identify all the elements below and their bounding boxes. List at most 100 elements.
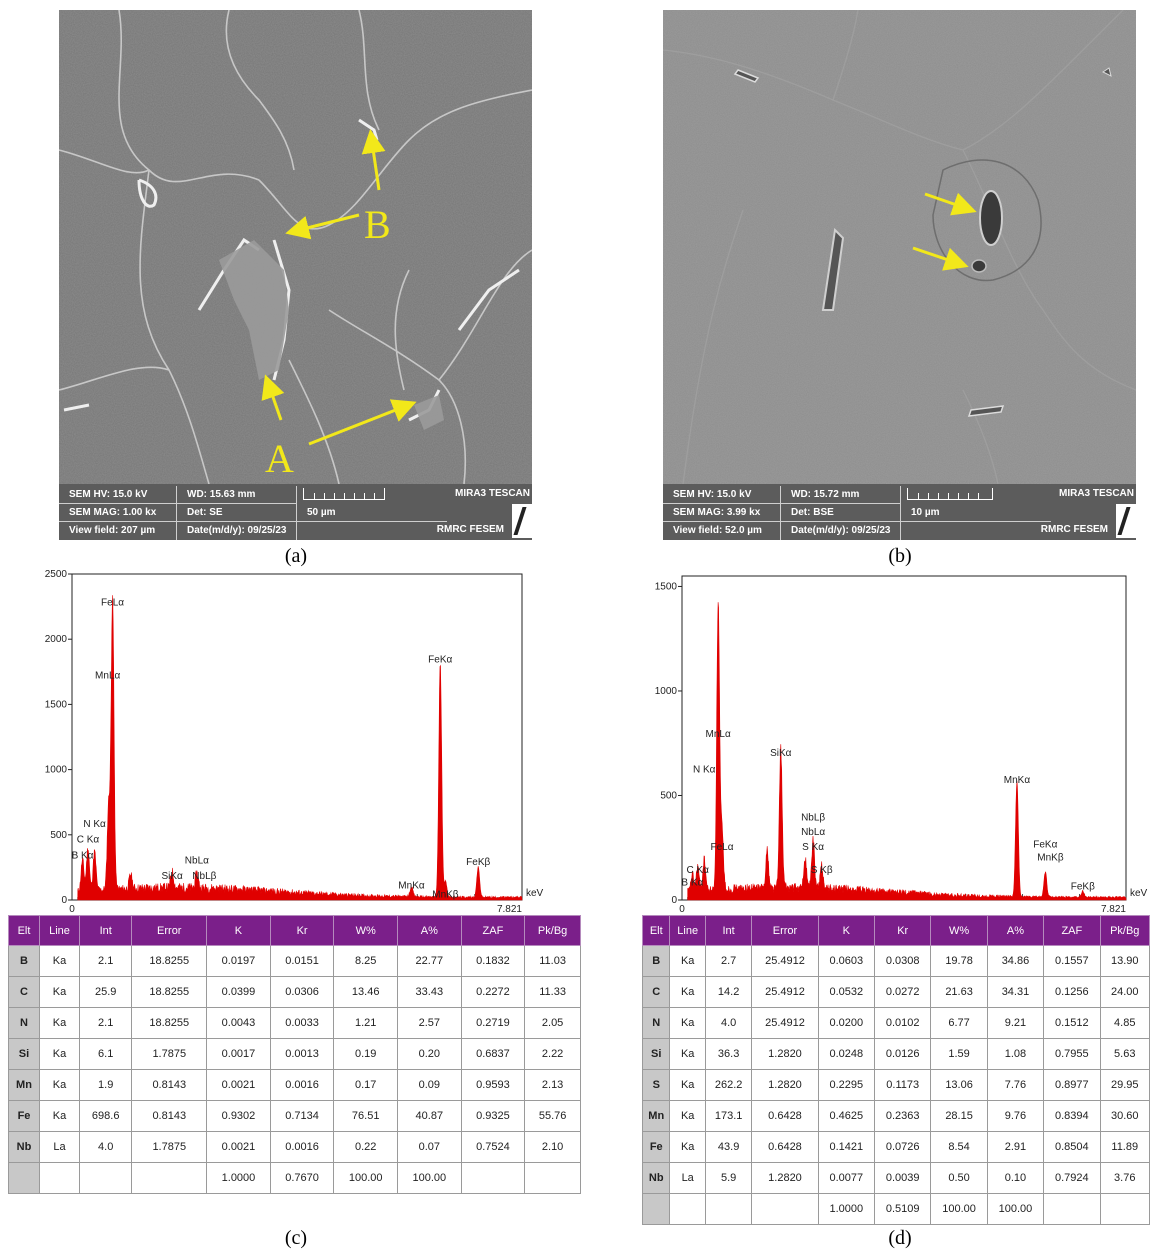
table-cell: 100.00 [986, 1193, 1045, 1225]
peak-label: FeKβ [1071, 882, 1095, 893]
info-date: Date(m/d/y): 09/25/23 [177, 522, 297, 540]
table-cell: 0.10 [986, 1162, 1045, 1194]
spectrum-plot-d: 0 500 1000 1500 MnLα N Kα SiKα NbLβ NbLα S Kα FeLα… [655, 575, 1148, 915]
table-cell: Ka [669, 976, 706, 1008]
table-cell: 2.91 [986, 1131, 1045, 1163]
table-row: Mn Ka 1.9 0.8143 0.0021 0.0016 0.17 0.09 0.9593 2… [8, 1069, 581, 1101]
table-cell: La [39, 1131, 80, 1163]
table-cell: 0.8977 [1043, 1069, 1101, 1101]
eds-table-d: Elt Line Int Error K Kr W% A% ZAF Pk/Bg B Ka 2.7 25.4… [641, 915, 1151, 1225]
table-cell: 0.7924 [1043, 1162, 1101, 1194]
peak-label: SiKα [770, 748, 792, 759]
column-header: Pk/Bg [1099, 915, 1151, 946]
panel-a: B A SEM HV: 15.0 kV WD: 15.63 mm SEM MAG… [59, 10, 532, 540]
table-cell: Mn [8, 1069, 40, 1101]
table-cell [704, 1193, 753, 1225]
y-tick-label: 1000 [655, 686, 678, 697]
x-end-label: 7.821 [497, 904, 522, 915]
table-cell: 21.63 [930, 976, 988, 1008]
peak-label: N Kα [693, 764, 716, 775]
info-mag: SEM MAG: 1.00 kx [59, 504, 177, 522]
table-cell: 13.06 [930, 1069, 988, 1101]
table-cell: 3.76 [1099, 1162, 1151, 1194]
peak-label: MnKβ [432, 889, 459, 900]
column-header: Kr [269, 915, 335, 946]
table-cell: Ka [669, 945, 706, 977]
table-cell: C [8, 976, 40, 1008]
x-axis-label: keV [1130, 888, 1148, 899]
table-cell: 18.8255 [131, 1007, 208, 1039]
table-cell: 25.9 [78, 976, 133, 1008]
table-cell: Si [641, 1038, 671, 1070]
table-cell: 28.15 [930, 1100, 988, 1132]
table-cell: 0.9302 [206, 1100, 271, 1132]
spectrum-plot-c: 0 500 1000 1500 2000 2500 FeLα MnLα N Kα C Kα B Kα… [45, 569, 544, 915]
table-cell: 0.0021 [206, 1131, 271, 1163]
table-cell: Ka [669, 1007, 706, 1039]
table-cell: 1.9 [78, 1069, 133, 1101]
table-cell: N [8, 1007, 40, 1039]
table-cell [1043, 1193, 1101, 1225]
table-cell: Ka [669, 1100, 706, 1132]
totals-row: 1.0000 0.7670 100.00 100.00 [8, 1162, 581, 1194]
info-scale: 10 µm [901, 504, 1051, 522]
table-cell: 0.6428 [751, 1100, 819, 1132]
table-row: Nb La 4.0 1.7875 0.0021 0.0016 0.22 0.07 0.7524 2… [8, 1131, 581, 1163]
table-cell: 262.2 [704, 1069, 753, 1101]
table-cell: 1.21 [333, 1007, 398, 1039]
table-cell: 0.17 [333, 1069, 398, 1101]
table-cell: 0.0102 [874, 1007, 932, 1039]
peak-label: NbLβ [192, 871, 216, 882]
table-cell: 0.0200 [817, 1007, 876, 1039]
table-row: Mn Ka 173.1 0.6428 0.4625 0.2363 28.15 9.76 0.83… [641, 1100, 1151, 1132]
peak-label: C Kα [77, 835, 100, 846]
table-cell: 1.0000 [817, 1193, 876, 1225]
table-cell: 173.1 [704, 1100, 753, 1132]
table-header-row: Elt Line Int Error K Kr W% A% ZAF Pk/Bg [641, 915, 1151, 946]
x-start-label: 0 [679, 904, 685, 915]
peak-label: N Kα [83, 819, 106, 830]
table-cell: Ka [39, 1007, 80, 1039]
table-cell: 7.76 [986, 1069, 1045, 1101]
table-cell: 4.0 [704, 1007, 753, 1039]
column-header: ZAF [460, 915, 526, 946]
table-cell: 0.7524 [460, 1131, 526, 1163]
table-cell: 1.2820 [751, 1162, 819, 1194]
table-row: B Ka 2.1 18.8255 0.0197 0.0151 8.25 22.77 0.1832… [8, 945, 581, 977]
column-header: ZAF [1043, 915, 1101, 946]
table-cell: 0.9325 [460, 1100, 526, 1132]
table-cell: 0.8394 [1043, 1100, 1101, 1132]
arrow-label-a: A [265, 436, 294, 481]
table-cell: 1.08 [986, 1038, 1045, 1070]
table-cell: 30.60 [1099, 1100, 1151, 1132]
table-cell: 1.2820 [751, 1069, 819, 1101]
table-cell: 0.5109 [874, 1193, 932, 1225]
table-cell: 40.87 [397, 1100, 462, 1132]
column-header: A% [397, 915, 462, 946]
table-cell: 1.0000 [206, 1162, 271, 1194]
table-cell: 55.76 [524, 1100, 581, 1132]
table-cell [669, 1193, 706, 1225]
table-cell: 1.59 [930, 1038, 988, 1070]
table-cell: 2.7 [704, 945, 753, 977]
peak-label: FeKα [1033, 840, 1057, 851]
table-cell: 2.57 [397, 1007, 462, 1039]
table-cell: 11.33 [524, 976, 581, 1008]
table-cell: 25.4912 [751, 976, 819, 1008]
table-row: Si Ka 36.3 1.2820 0.0248 0.0126 1.59 1.08 0.7955… [641, 1038, 1151, 1070]
brand-label: MIRA3 TESCAN [454, 488, 530, 499]
table-cell: 0.1173 [874, 1069, 932, 1101]
table-cell: 0.0016 [269, 1131, 335, 1163]
table-cell: 11.89 [1099, 1131, 1151, 1163]
x-axis-label: keV [526, 888, 544, 899]
table-row: B Ka 2.7 25.4912 0.0603 0.0308 19.78 34.86 0.155… [641, 945, 1151, 977]
table-cell: 0.0272 [874, 976, 932, 1008]
y-tick-label: 2500 [45, 569, 68, 580]
table-row: N Ka 4.0 25.4912 0.0200 0.0102 6.77 9.21 0.1512 4… [641, 1007, 1151, 1039]
table-cell: 0.0039 [874, 1162, 932, 1194]
table-cell: 34.31 [986, 976, 1045, 1008]
table-cell: Ka [39, 1069, 80, 1101]
table-cell: 0.09 [397, 1069, 462, 1101]
table-cell [131, 1162, 208, 1194]
table-cell: 1.7875 [131, 1038, 208, 1070]
